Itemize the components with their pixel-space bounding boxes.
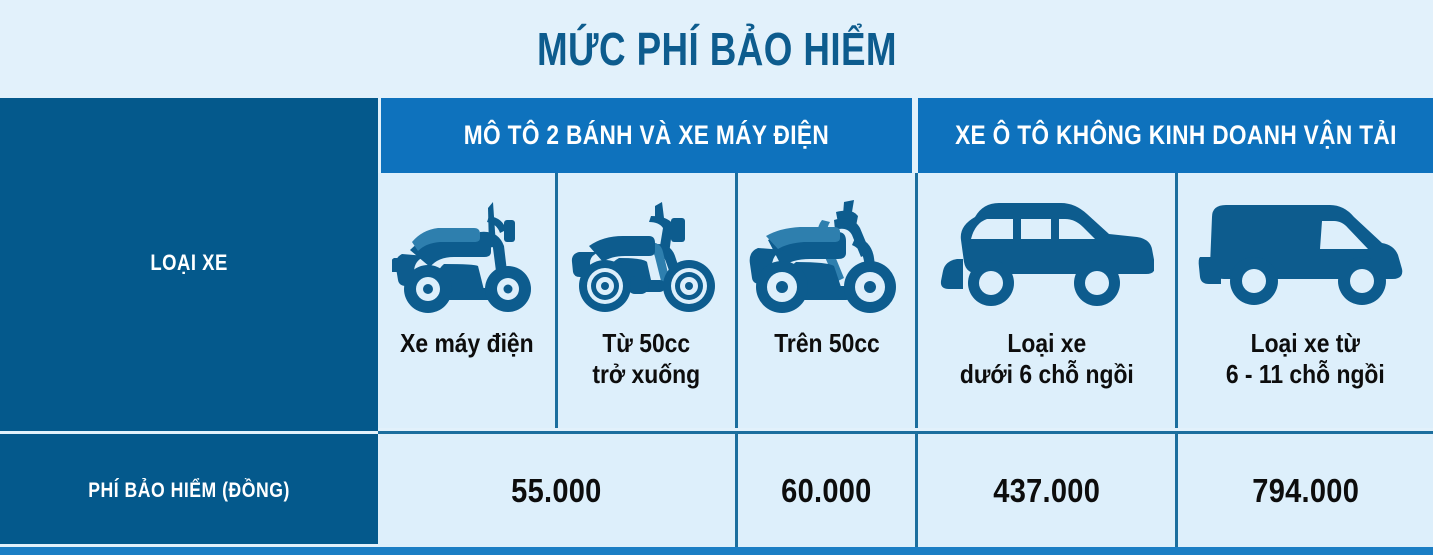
vehicle-cell-over-50cc: Trên 50cc bbox=[735, 173, 915, 428]
row-header-column: LOẠI XE PHÍ BẢO HIỂM (ĐỒNG) bbox=[0, 98, 378, 547]
vehicle-label-over-50cc: Trên 50cc bbox=[773, 328, 880, 358]
vehicle-cell-car: Loại xe dưới 6 chỗ ngồi bbox=[915, 173, 1175, 428]
group-header-motorbike: MÔ TÔ 2 BÁNH VÀ XE MÁY ĐIỆN bbox=[381, 98, 912, 173]
van-icon bbox=[1178, 173, 1433, 328]
group-header-car-label: XE Ô TÔ KHÔNG KINH DOANH VẬN TẢI bbox=[954, 120, 1397, 150]
premium-value-1: 60.000 bbox=[781, 471, 872, 509]
premium-row: 55.000 60.000 437.000 794.000 bbox=[378, 431, 1433, 547]
premium-cell-van: 794.000 bbox=[1175, 434, 1433, 547]
bottom-rule bbox=[0, 547, 1433, 555]
premium-table: LOẠI XE PHÍ BẢO HIỂM (ĐỒNG) MÔ TÔ 2 BÁNH… bbox=[0, 98, 1433, 547]
vehicle-label-under-50cc: Từ 50cc trở xuống bbox=[592, 328, 701, 389]
premium-cell-motorbike-small: 55.000 bbox=[378, 434, 735, 547]
modern-scooter-icon bbox=[738, 173, 915, 328]
vehicle-cell-van: Loại xe từ 6 - 11 chỗ ngồi bbox=[1175, 173, 1433, 428]
row-header-vehicle-type-label: LOẠI XE bbox=[150, 250, 228, 275]
premium-value-2: 437.000 bbox=[993, 471, 1100, 509]
vehicle-cell-electric-scooter: Xe máy điện bbox=[378, 173, 555, 428]
premium-value-0: 55.000 bbox=[511, 471, 602, 509]
car-icon bbox=[918, 173, 1175, 328]
premium-cell-car: 437.000 bbox=[915, 434, 1175, 547]
vehicle-cell-under-50cc: Từ 50cc trở xuống bbox=[555, 173, 735, 428]
electric-scooter-icon bbox=[378, 173, 555, 328]
premium-cell-over-50cc: 60.000 bbox=[735, 434, 915, 547]
title-band: MỨC PHÍ BẢO HIỂM bbox=[0, 0, 1433, 98]
vehicle-label-electric-scooter: Xe máy điện bbox=[399, 328, 534, 358]
vehicle-label-van: Loại xe từ 6 - 11 chỗ ngồi bbox=[1226, 328, 1385, 389]
row-header-vehicle-type: LOẠI XE bbox=[0, 98, 378, 428]
group-header-motorbike-label: MÔ TÔ 2 BÁNH VÀ XE MÁY ĐIỆN bbox=[463, 120, 830, 150]
classic-motorcycle-icon bbox=[558, 173, 735, 328]
group-header-divider bbox=[912, 98, 915, 173]
vehicle-label-car: Loại xe dưới 6 chỗ ngồi bbox=[959, 328, 1134, 389]
row-header-premium-label: PHÍ BẢO HIỂM (ĐỒNG) bbox=[88, 478, 290, 502]
premium-value-3: 794.000 bbox=[1252, 471, 1359, 509]
vehicle-row: Xe máy điện bbox=[378, 173, 1433, 428]
page-title: MỨC PHÍ BẢO HIỂM bbox=[536, 23, 897, 75]
row-header-premium: PHÍ BẢO HIỂM (ĐỒNG) bbox=[0, 431, 378, 547]
group-header-car: XE Ô TÔ KHÔNG KINH DOANH VẬN TẢI bbox=[918, 98, 1433, 173]
